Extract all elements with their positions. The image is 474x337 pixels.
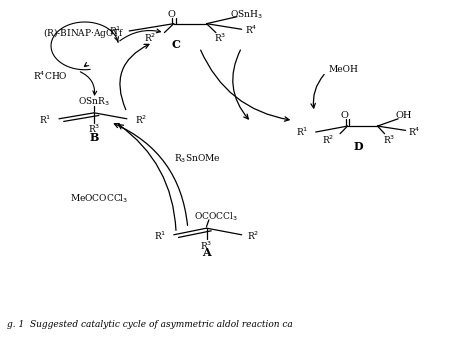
Text: (R)-BINAP$\cdot$AgOTf: (R)-BINAP$\cdot$AgOTf xyxy=(43,26,124,40)
Text: R$^2$: R$^2$ xyxy=(135,113,147,126)
Text: R$^1$: R$^1$ xyxy=(296,126,309,138)
Text: A: A xyxy=(202,247,211,257)
Text: O: O xyxy=(341,111,349,120)
Text: D: D xyxy=(354,142,364,152)
Text: MeOH: MeOH xyxy=(328,65,358,73)
Text: R$^2$: R$^2$ xyxy=(322,133,335,146)
Text: R$^1$: R$^1$ xyxy=(39,113,51,126)
Text: MeOCOCCl$_3$: MeOCOCCl$_3$ xyxy=(70,192,128,205)
Text: R$^4$CHO: R$^4$CHO xyxy=(33,69,68,82)
Text: R$^3$: R$^3$ xyxy=(383,133,395,146)
Text: R$^4$: R$^4$ xyxy=(245,24,257,36)
Text: R$^2$: R$^2$ xyxy=(144,32,156,44)
Text: R$^3$: R$^3$ xyxy=(214,32,227,44)
Text: R$^2$: R$^2$ xyxy=(247,229,260,242)
Text: OSnR$_3$: OSnR$_3$ xyxy=(78,96,110,109)
Text: O: O xyxy=(167,10,175,19)
Text: C: C xyxy=(172,39,181,50)
Text: OH: OH xyxy=(395,111,411,120)
Text: OCOCCl$_3$: OCOCCl$_3$ xyxy=(194,210,238,223)
Text: B: B xyxy=(90,131,99,143)
Text: g. 1  Suggested catalytic cycle of asymmetric aldol reaction ca: g. 1 Suggested catalytic cycle of asymme… xyxy=(8,320,293,329)
Text: R$^3$: R$^3$ xyxy=(88,123,100,135)
Text: R$_3$SnOMe: R$_3$SnOMe xyxy=(174,152,220,165)
Text: R$^4$: R$^4$ xyxy=(408,125,420,137)
Text: R$^1$: R$^1$ xyxy=(154,229,166,242)
Text: OSnH$_3$: OSnH$_3$ xyxy=(230,8,263,21)
Text: R$^1$: R$^1$ xyxy=(109,25,121,37)
Text: R$^3$: R$^3$ xyxy=(201,239,213,252)
